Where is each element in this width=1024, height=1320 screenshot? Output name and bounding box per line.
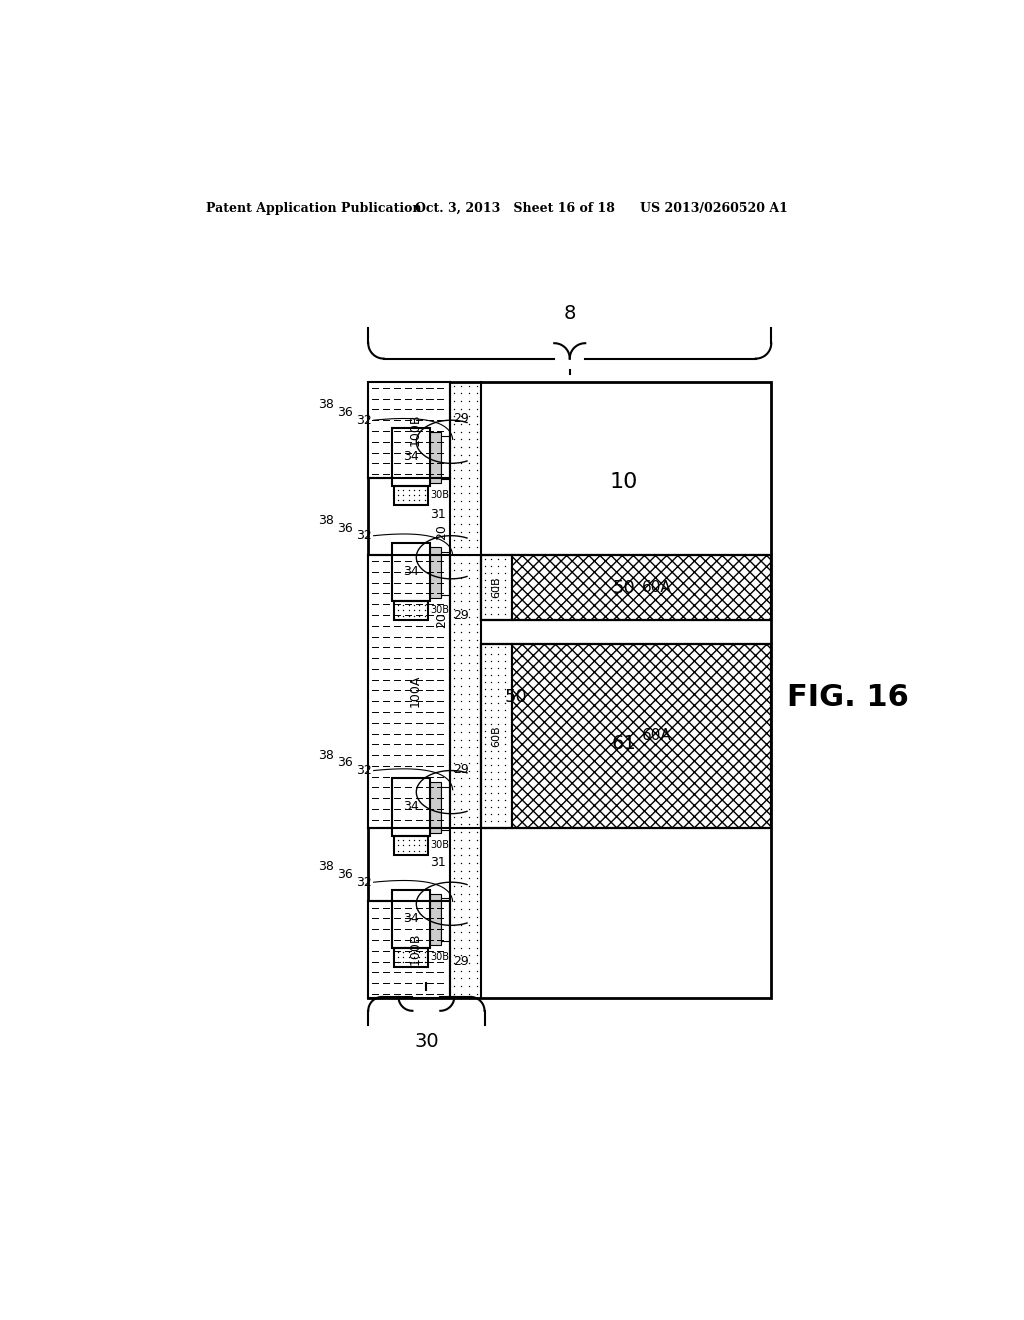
Bar [441, 437, 449, 479]
Text: 32: 32 [356, 764, 373, 777]
Text: 38: 38 [317, 861, 334, 874]
Text: 8: 8 [563, 305, 575, 323]
Bar [512, 644, 771, 829]
Bar [480, 554, 512, 620]
Text: 36: 36 [337, 407, 353, 418]
Text: 32: 32 [356, 529, 373, 543]
Bar [369, 381, 450, 478]
Text: 61: 61 [611, 734, 636, 754]
Bar [369, 554, 450, 829]
Text: 50: 50 [612, 579, 635, 597]
Text: 34: 34 [403, 450, 419, 463]
Text: 60B: 60B [492, 577, 501, 598]
Text: 60B: 60B [492, 725, 501, 747]
Bar [394, 486, 428, 506]
Text: 32: 32 [356, 875, 373, 888]
Text: 10: 10 [610, 471, 638, 492]
Text: 36: 36 [337, 756, 353, 770]
Bar [394, 948, 428, 966]
Text: 36: 36 [337, 869, 353, 880]
Text: 100A: 100A [409, 675, 421, 708]
Text: 36: 36 [337, 521, 353, 535]
Text: 100B: 100B [409, 413, 421, 446]
Text: 30: 30 [414, 1032, 438, 1051]
Text: 32: 32 [356, 413, 373, 426]
Text: 20: 20 [435, 612, 449, 628]
Text: 38: 38 [317, 399, 334, 412]
Bar [394, 836, 428, 855]
Text: 29: 29 [454, 609, 469, 622]
Bar [441, 552, 449, 595]
Text: 30B: 30B [430, 841, 450, 850]
Bar [430, 432, 441, 483]
Text: 20: 20 [435, 524, 449, 540]
Text: FIG. 16: FIG. 16 [786, 682, 908, 711]
Text: 29: 29 [454, 763, 469, 776]
Text: 34: 34 [403, 800, 419, 813]
Bar [480, 644, 771, 829]
Text: US 2013/0260520 A1: US 2013/0260520 A1 [640, 202, 787, 215]
Text: 34: 34 [403, 565, 419, 578]
Text: Oct. 3, 2013   Sheet 16 of 18: Oct. 3, 2013 Sheet 16 of 18 [415, 202, 614, 215]
Text: 31: 31 [430, 508, 445, 520]
Text: 30B: 30B [430, 952, 450, 962]
Text: 34: 34 [403, 912, 419, 925]
Bar [391, 544, 430, 601]
Text: 29: 29 [454, 412, 469, 425]
Bar [430, 548, 441, 598]
Text: 38: 38 [317, 748, 334, 762]
Bar [441, 787, 449, 830]
Bar [369, 902, 450, 998]
Bar [394, 601, 428, 620]
Text: Patent Application Publication: Patent Application Publication [206, 202, 421, 215]
Text: 29: 29 [454, 954, 469, 968]
Bar [369, 381, 771, 998]
Text: 30B: 30B [430, 606, 450, 615]
Text: 30B: 30B [430, 490, 450, 500]
Text: 31: 31 [430, 857, 445, 870]
Bar [391, 890, 430, 948]
Bar [480, 554, 771, 620]
Bar [430, 781, 441, 833]
Text: 50: 50 [504, 689, 527, 706]
Bar [391, 779, 430, 836]
Text: 38: 38 [317, 513, 334, 527]
Text: 60A: 60A [642, 579, 672, 595]
Bar [512, 554, 771, 620]
Bar [480, 644, 512, 829]
Text: 100B: 100B [409, 933, 421, 965]
Bar [391, 428, 430, 486]
Bar [441, 899, 449, 941]
Bar [430, 894, 441, 945]
Text: 60A: 60A [642, 729, 672, 743]
